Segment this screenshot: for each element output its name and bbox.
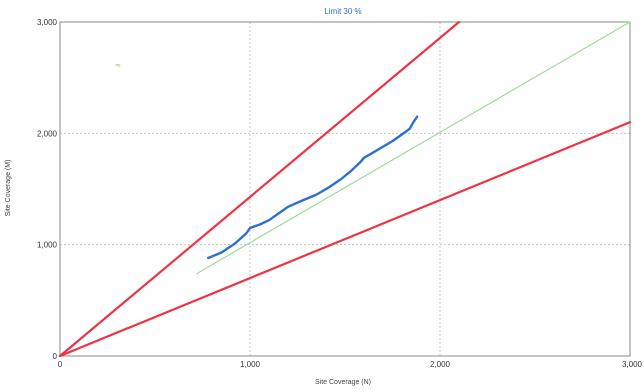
y-tick-label: 0 (53, 352, 58, 361)
y-tick-label: 3,000 (37, 18, 58, 27)
chart-title: Limit 30 % (324, 7, 361, 16)
series-layer (58, 20, 632, 358)
annotation-layer: ≈ (115, 62, 121, 70)
y-axis-label: Site Coverage (M) (5, 160, 12, 217)
x-tick-label: 1,000 (240, 360, 261, 369)
x-tick-label: 3,000 (622, 360, 643, 369)
x-tick-label: 0 (58, 360, 63, 369)
reference-line (196, 21, 631, 275)
upper-limit-line (58, 20, 461, 358)
data-line (206, 115, 419, 260)
annotation-mark: ≈ (115, 62, 121, 70)
grid (60, 22, 630, 356)
lower-limit-line (58, 121, 632, 358)
x-tick-label: 2,000 (430, 360, 451, 369)
x-axis-label: Site Coverage (N) (315, 379, 371, 386)
y-tick-label: 1,000 (37, 241, 58, 250)
plot-frame (59, 21, 631, 357)
tick-labels: 0 1,000 2,000 3,000 0 1,000 2,000 3,000 (37, 18, 643, 369)
y-tick-label: 2,000 (37, 129, 58, 138)
